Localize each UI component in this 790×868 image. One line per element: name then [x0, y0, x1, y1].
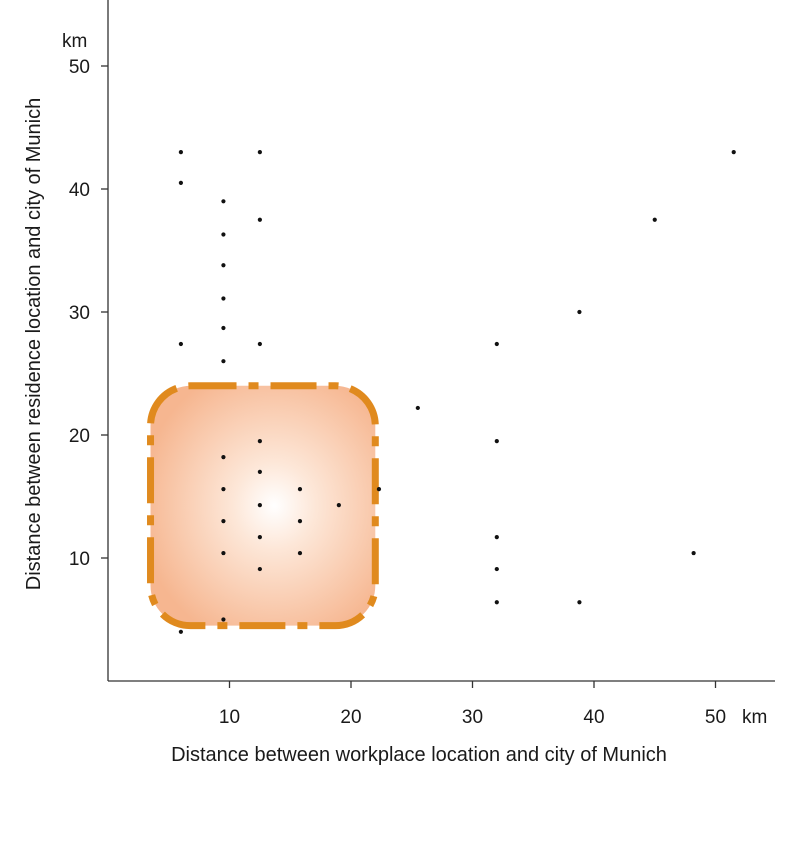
y-tick-label: 40: [69, 180, 90, 201]
data-point: [178, 629, 183, 634]
data-point: [257, 439, 262, 444]
data-points: [178, 150, 736, 634]
data-point: [494, 600, 499, 605]
data-point: [652, 217, 657, 222]
data-point: [577, 600, 582, 605]
data-point: [297, 487, 303, 492]
data-point: [494, 341, 499, 347]
x-tick-label: 30: [462, 707, 483, 728]
data-point: [577, 309, 582, 315]
x-tick-label: 20: [340, 707, 361, 728]
data-point: [221, 232, 226, 237]
x-tick-label: 40: [583, 707, 604, 728]
data-point: [221, 487, 226, 492]
data-point: [257, 534, 262, 540]
data-point: [178, 180, 183, 185]
data-point: [221, 263, 226, 268]
y-axis-title: Distance between residence location and …: [23, 98, 45, 591]
highlight-region: [147, 382, 379, 630]
axes: [107, 0, 775, 682]
x-axis-ticks: 10 20 30 40 50: [219, 681, 726, 728]
y-axis-ticks: 10 20 30 40 50: [69, 57, 108, 570]
data-point: [257, 503, 262, 508]
x-tick-label: 10: [219, 707, 240, 728]
data-point: [257, 566, 262, 572]
data-point: [257, 217, 262, 222]
y-tick-label: 50: [69, 57, 90, 78]
data-point: [178, 150, 183, 155]
data-point: [221, 359, 226, 364]
x-tick-label: 50: [705, 707, 726, 728]
data-point: [257, 469, 262, 474]
data-point: [494, 534, 499, 540]
y-tick-label: 10: [69, 549, 90, 570]
data-point: [494, 439, 499, 444]
highlight-region-border: [147, 382, 379, 630]
highlight-region-fill: [150, 385, 376, 626]
data-point: [221, 199, 226, 204]
data-point: [221, 296, 226, 301]
data-point: [221, 325, 226, 331]
x-axis-unit: km: [742, 707, 767, 728]
y-tick-label: 20: [69, 426, 90, 447]
data-point: [297, 550, 303, 556]
data-point: [221, 519, 226, 524]
data-point: [297, 519, 303, 524]
data-point: [691, 550, 696, 556]
data-point: [731, 150, 736, 155]
y-tick-label: 30: [69, 303, 90, 324]
data-point: [178, 341, 183, 347]
data-point: [221, 617, 226, 622]
data-point: [221, 550, 226, 556]
data-point: [494, 566, 499, 572]
x-axis-title: Distance between workplace location and …: [171, 744, 667, 766]
data-point: [415, 405, 420, 411]
data-point: [221, 455, 226, 460]
data-point: [257, 150, 262, 155]
data-point: [257, 341, 262, 347]
y-axis-unit: km: [62, 31, 87, 52]
data-point: [376, 487, 382, 492]
data-point: [336, 503, 341, 508]
